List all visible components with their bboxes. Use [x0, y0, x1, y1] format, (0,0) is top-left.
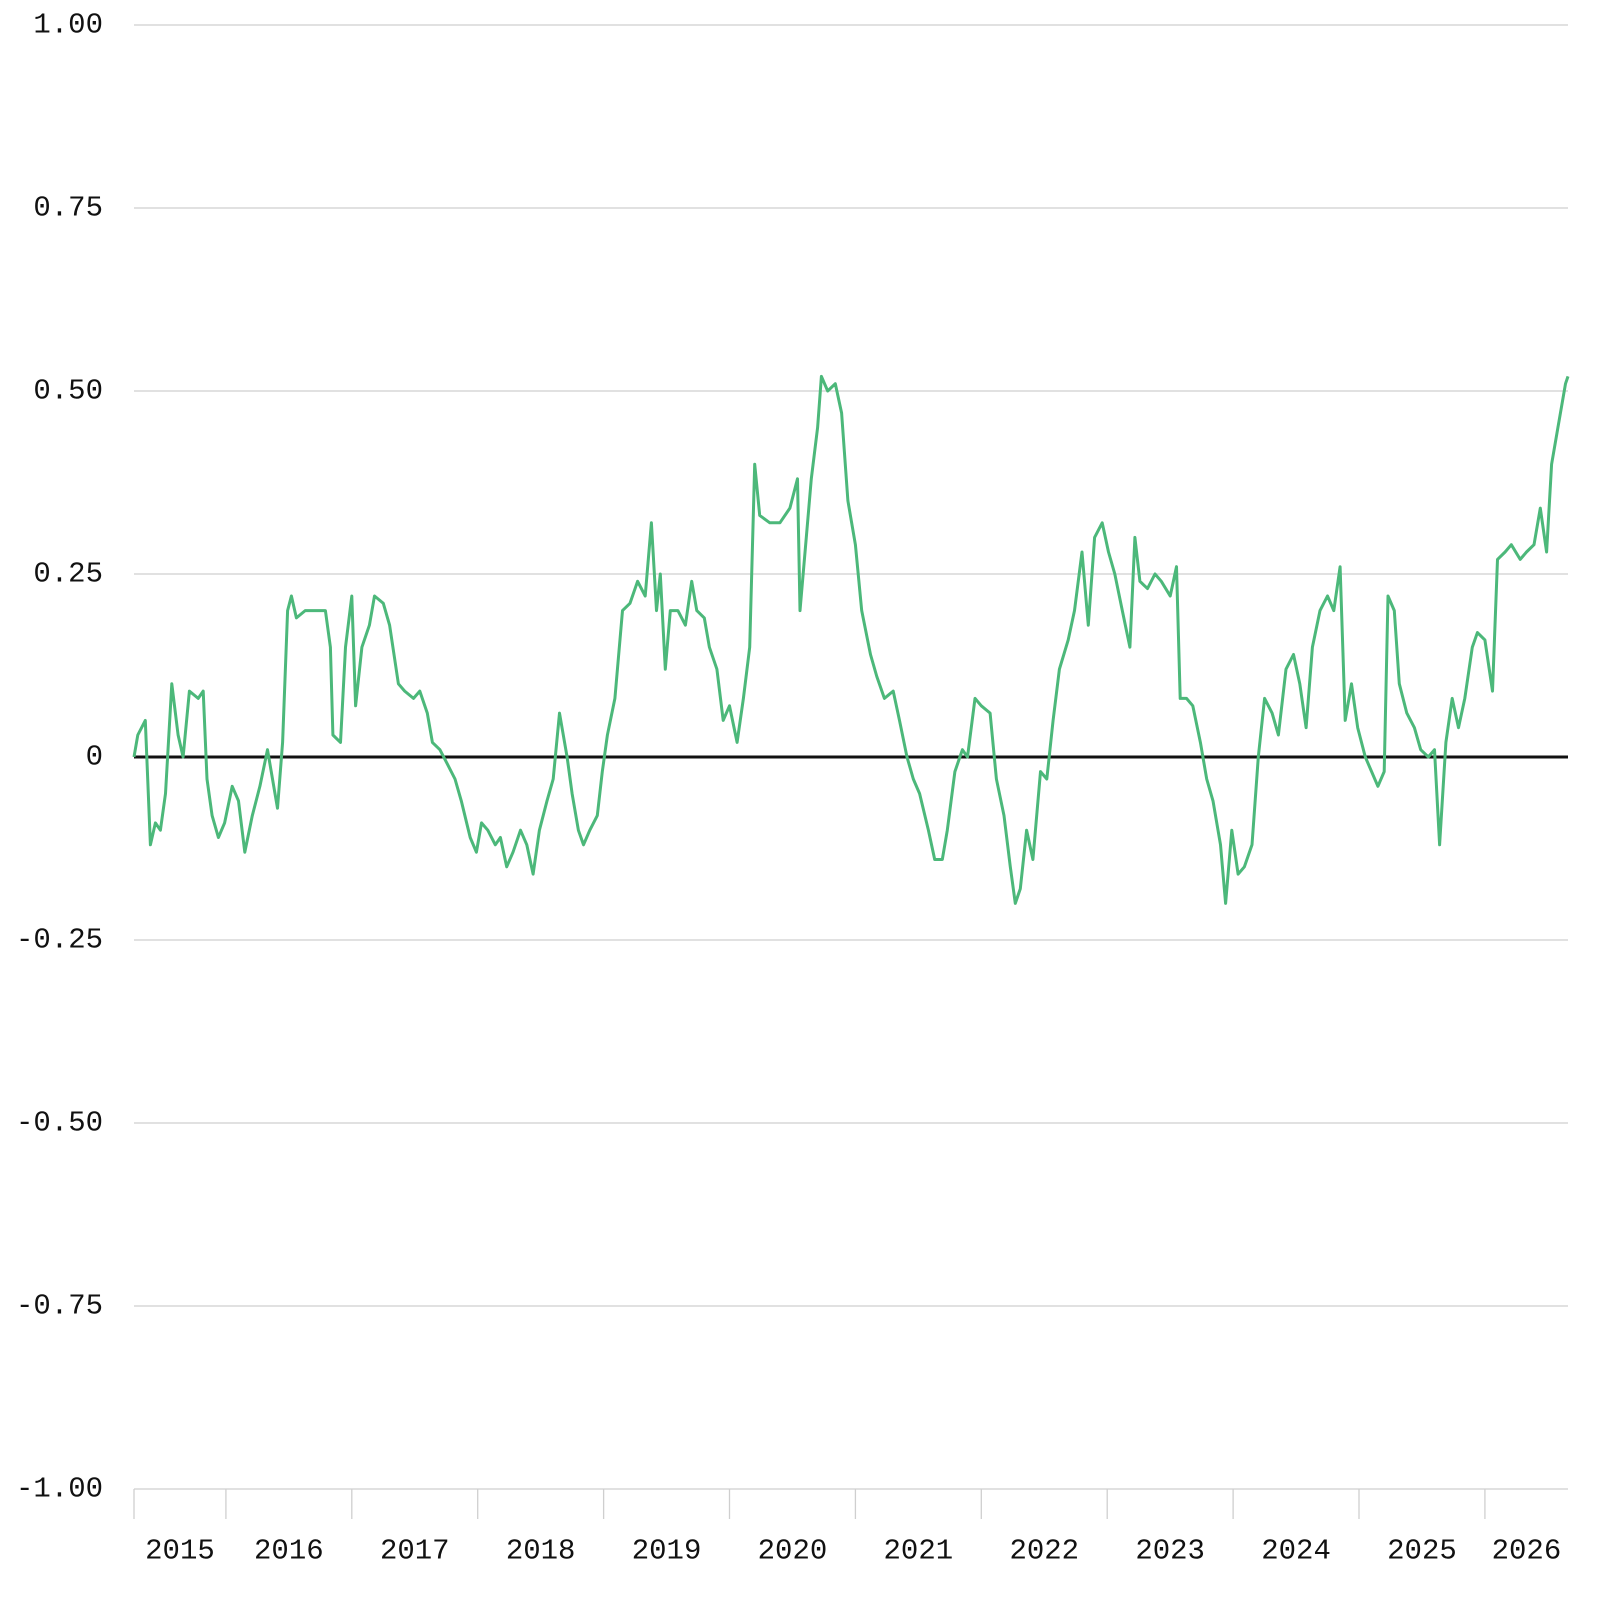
- y-tick-label: -0.75: [16, 1290, 103, 1323]
- y-tick-label: 0: [86, 741, 103, 774]
- x-tick-label: 2020: [758, 1535, 828, 1568]
- x-tick-label: 2016: [254, 1535, 324, 1568]
- y-tick-label: -1.00: [16, 1473, 103, 1506]
- x-tick-label: 2025: [1387, 1535, 1457, 1568]
- x-tick-label: 2018: [506, 1535, 576, 1568]
- y-tick-label: 0.75: [33, 192, 103, 225]
- y-tick-label: -0.25: [16, 924, 103, 957]
- y-tick-label: 0.25: [33, 558, 103, 591]
- y-tick-label: 1.00: [33, 9, 103, 42]
- y-tick-label: 0.50: [33, 375, 103, 408]
- x-tick-label: 2019: [632, 1535, 702, 1568]
- x-tick-label: 2023: [1135, 1535, 1205, 1568]
- x-tick-label: 2024: [1261, 1535, 1331, 1568]
- y-tick-label: -0.50: [16, 1107, 103, 1140]
- x-tick-label: 2026: [1492, 1535, 1562, 1568]
- x-tick-label: 2015: [145, 1535, 215, 1568]
- x-tick-label: 2022: [1009, 1535, 1079, 1568]
- data-line: [132, 374, 1570, 905]
- x-tick-label: 2021: [884, 1535, 954, 1568]
- x-tick-label: 2017: [380, 1535, 450, 1568]
